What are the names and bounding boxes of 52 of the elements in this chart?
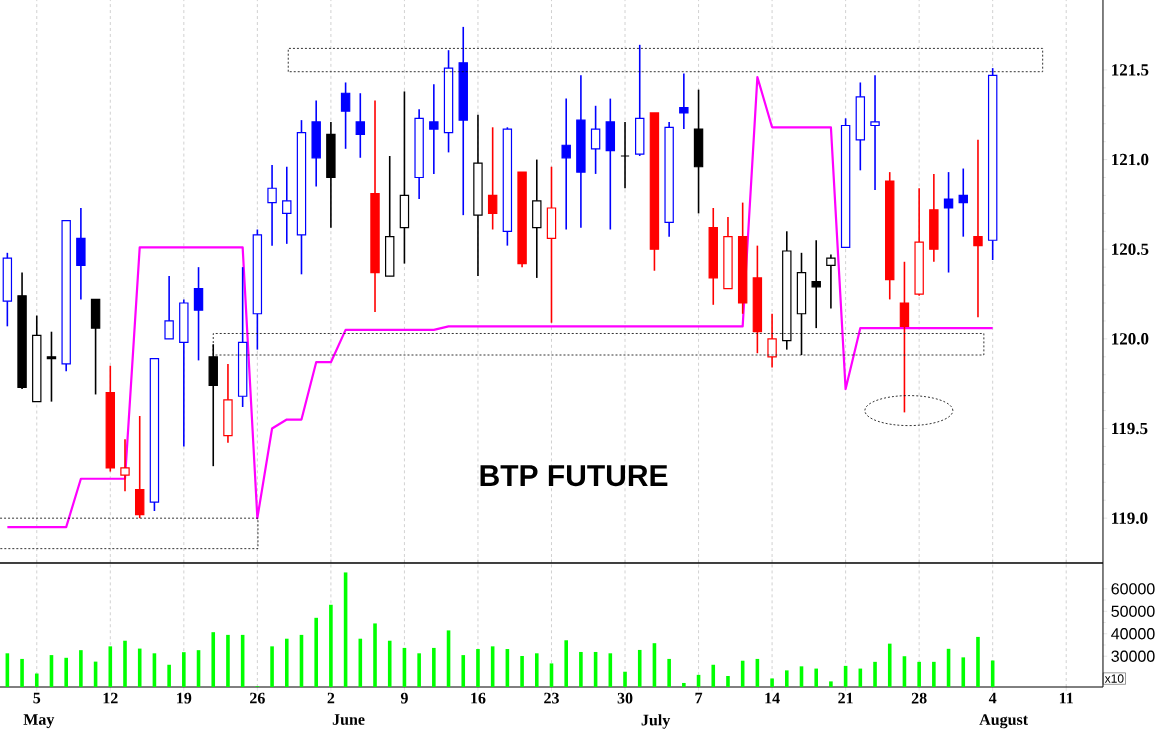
x-tick-label: 23 [544, 692, 559, 704]
text: May [23, 714, 55, 729]
x-tick-label: 16 [471, 692, 486, 704]
y-tick-label: 40000 [1111, 628, 1155, 640]
y-tick-label: 60000 [1111, 583, 1155, 595]
candlestick [679, 72, 689, 130]
y-tick-label: 120.0 [1112, 333, 1149, 345]
x-tick-label: 2 [327, 692, 335, 704]
x-tick-label: 9 [400, 692, 408, 704]
candlestick [943, 171, 954, 274]
candlestick [561, 97, 571, 231]
candlestick [282, 165, 292, 245]
y-tick-label: 30000 [1111, 650, 1155, 662]
text: July [641, 714, 671, 729]
candlestick [899, 260, 910, 414]
candlestick [46, 330, 57, 403]
x-tick-label: 26 [250, 692, 265, 704]
y-tick-label: 120.5 [1112, 243, 1149, 255]
text: August [979, 714, 1029, 729]
candlestick [164, 275, 174, 340]
x-tick-label: 11 [1059, 692, 1073, 704]
y-tick-label: 121.0 [1112, 153, 1149, 166]
text: x10 [1104, 674, 1124, 683]
candlestick [355, 92, 366, 159]
y-tick-label: 50000 [1111, 605, 1155, 617]
x-tick-label: 21 [838, 692, 853, 704]
candlestick [120, 438, 130, 493]
y-tick-label: 119.5 [1112, 422, 1148, 435]
x-tick-label: 19 [177, 692, 192, 704]
x-tick-label: 7 [695, 692, 703, 704]
candlestick [826, 253, 836, 310]
annotation: BTP FUTURE [480, 465, 668, 487]
candlestick [767, 312, 777, 369]
candlestick [870, 74, 880, 191]
text: June [332, 714, 365, 725]
x-tick-label: 14 [765, 692, 780, 704]
candlestick [973, 139, 983, 319]
x-tick-label: 30 [617, 692, 633, 704]
candlestick [340, 81, 351, 150]
candlestick [958, 167, 968, 238]
x-tick-label: 5 [33, 692, 41, 704]
x-tick-label: 12 [103, 692, 118, 704]
y-tick-label: 119.0 [1112, 512, 1148, 524]
candlestick [590, 104, 601, 175]
x-tick-label: 4 [988, 692, 997, 704]
candlestick [487, 126, 498, 231]
candlestick [193, 266, 204, 362]
y-tick-label: 121.5 [1112, 64, 1149, 76]
candlestick [429, 83, 439, 175]
x-tick-label: 28 [911, 692, 927, 704]
candlestick [811, 239, 821, 329]
candlestick [267, 164, 277, 247]
